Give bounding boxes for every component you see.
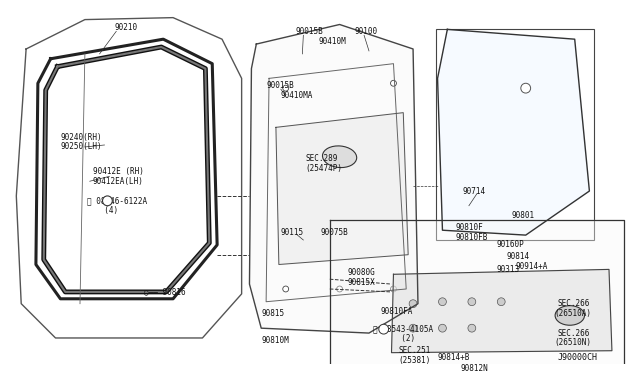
Polygon shape [276, 113, 408, 264]
Text: SEC.266: SEC.266 [557, 328, 589, 337]
Circle shape [438, 298, 446, 306]
Text: SEC.289: SEC.289 [305, 154, 338, 163]
Text: 90080G: 90080G [348, 268, 375, 277]
Circle shape [283, 85, 289, 91]
Text: 90810M: 90810M [261, 336, 289, 346]
Text: 90015B: 90015B [296, 27, 323, 36]
Text: 90160P: 90160P [497, 240, 524, 249]
Text: 90812N: 90812N [460, 364, 488, 372]
Text: 90801: 90801 [511, 211, 534, 220]
Text: 90240(RH): 90240(RH) [60, 133, 102, 142]
Text: 90015B: 90015B [266, 81, 294, 90]
Text: 90412E (RH): 90412E (RH) [93, 167, 143, 176]
Text: 90914+A: 90914+A [516, 262, 548, 271]
Circle shape [102, 196, 112, 206]
Text: 90714: 90714 [462, 186, 485, 196]
Text: Ⓡ 08146-6122A: Ⓡ 08146-6122A [87, 196, 147, 205]
Ellipse shape [323, 146, 356, 167]
Circle shape [390, 80, 396, 86]
Circle shape [390, 286, 396, 292]
Text: (26510A): (26510A) [554, 309, 591, 318]
Circle shape [379, 324, 388, 334]
Text: 90250(LH): 90250(LH) [60, 142, 102, 151]
Circle shape [521, 83, 531, 93]
Text: (2): (2) [392, 334, 415, 343]
Text: 90115: 90115 [281, 228, 304, 237]
Text: ○── 90816: ○── 90816 [143, 288, 186, 296]
Polygon shape [438, 29, 589, 235]
Text: 90410M: 90410M [318, 37, 346, 46]
Text: J90000CH: J90000CH [557, 353, 597, 362]
Text: 90100: 90100 [355, 27, 378, 36]
Circle shape [409, 324, 417, 332]
Polygon shape [392, 269, 612, 353]
Text: 90410MA: 90410MA [281, 90, 313, 100]
Circle shape [283, 286, 289, 292]
Text: Ⓢ 08543-4105A: Ⓢ 08543-4105A [373, 325, 433, 334]
Text: (26510N): (26510N) [554, 339, 591, 347]
Text: 90815: 90815 [261, 309, 284, 318]
Text: SEC.266: SEC.266 [557, 299, 589, 308]
Text: 90815X: 90815X [348, 278, 375, 287]
Text: 90313: 90313 [497, 265, 520, 274]
Text: 90814+B: 90814+B [438, 353, 470, 362]
Text: SEC.251: SEC.251 [398, 346, 431, 355]
Text: 90810F: 90810F [455, 223, 483, 232]
Text: 90075B: 90075B [320, 228, 348, 237]
Polygon shape [330, 221, 624, 372]
Text: 90810FA: 90810FA [381, 307, 413, 316]
Circle shape [438, 324, 446, 332]
Polygon shape [250, 25, 418, 333]
Text: (4): (4) [95, 206, 118, 215]
Text: (25474P): (25474P) [305, 164, 342, 173]
Circle shape [468, 324, 476, 332]
Circle shape [497, 298, 505, 306]
Text: 90814: 90814 [506, 252, 529, 261]
Text: (25381): (25381) [398, 356, 431, 365]
Text: 90810FB: 90810FB [455, 232, 488, 241]
Circle shape [337, 286, 342, 292]
Text: 90210: 90210 [115, 23, 138, 32]
Circle shape [409, 300, 417, 308]
Text: 90412EA(LH): 90412EA(LH) [93, 177, 143, 186]
Ellipse shape [555, 306, 584, 325]
Circle shape [468, 298, 476, 306]
